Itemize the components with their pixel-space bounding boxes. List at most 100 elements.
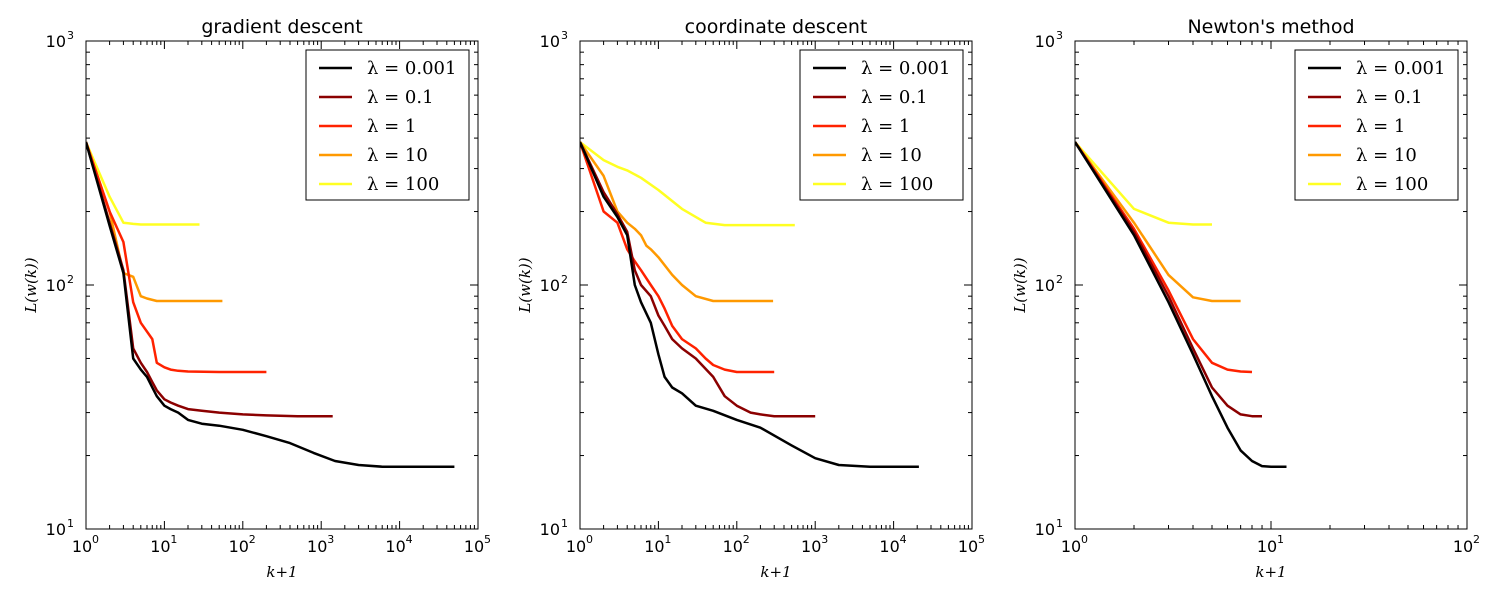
x-tick-exponent: 3: [821, 533, 828, 546]
legend-label: λ = 0.001: [367, 58, 456, 79]
x-tick-label: 10: [1453, 537, 1473, 556]
series-line-2: [580, 141, 816, 418]
x-tick-label: 10: [385, 537, 405, 556]
series-lines: [86, 141, 455, 468]
legend-label: λ = 0.001: [1356, 58, 1445, 79]
x-tick-label: 10: [723, 537, 743, 556]
x-tick-exponent: 1: [170, 533, 177, 546]
x-tick-label: 10: [801, 537, 821, 556]
series-lines: [580, 141, 919, 468]
y-tick-exponent: 2: [67, 273, 74, 286]
x-tick-exponent: 2: [743, 533, 750, 546]
series-line-4: [1075, 141, 1241, 303]
legend-label: λ = 1: [367, 116, 416, 137]
y-tick-label: 10: [540, 520, 560, 539]
y-axis-label: L(w(k)): [516, 257, 534, 313]
y-tick-exponent: 3: [67, 29, 74, 42]
x-axis-label: k+1: [760, 563, 791, 581]
y-tick-exponent: 3: [561, 29, 568, 42]
x-tick-exponent: 5: [978, 533, 985, 546]
x-tick-label: 10: [879, 537, 899, 556]
x-tick-exponent: 0: [1081, 533, 1088, 546]
y-tick-label: 10: [1035, 276, 1055, 295]
x-tick-exponent: 5: [484, 533, 491, 546]
series-line-1: [86, 141, 455, 468]
x-tick-exponent: 4: [900, 533, 907, 546]
series-line-2: [1075, 141, 1262, 418]
y-tick-label: 10: [46, 32, 66, 51]
legend-label: λ = 100: [1356, 174, 1428, 195]
y-tick-label: 10: [1035, 520, 1055, 539]
y-tick-exponent: 2: [1056, 273, 1063, 286]
series-line-5: [580, 141, 795, 227]
series-line-4: [580, 141, 774, 303]
legend: λ = 0.001 λ = 0.1 λ = 1 λ = 10 λ = 100: [799, 49, 964, 201]
y-tick-label: 10: [540, 32, 560, 51]
x-tick-label: 10: [566, 537, 586, 556]
legend-label: λ = 0.001: [861, 58, 950, 79]
x-tick-exponent: 0: [586, 533, 593, 546]
y-tick-exponent: 1: [67, 517, 74, 530]
y-tick-exponent: 1: [561, 517, 568, 530]
y-tick-label: 10: [540, 276, 560, 295]
axes-frame: [579, 40, 973, 530]
legend-label: λ = 0.1: [1356, 87, 1423, 108]
x-tick-label: 10: [1061, 537, 1081, 556]
y-tick-label: 10: [1035, 32, 1055, 51]
x-tick-label: 10: [1257, 537, 1277, 556]
x-axis-label: k+1: [1255, 563, 1286, 581]
axes-frame: [1074, 40, 1468, 530]
x-tick-exponent: 2: [1473, 533, 1480, 546]
x-tick-exponent: 1: [1277, 533, 1284, 546]
series-lines: [1075, 141, 1287, 468]
x-tick-label: 10: [150, 537, 170, 556]
x-tick-exponent: 2: [249, 533, 256, 546]
legend-label: λ = 0.1: [367, 87, 434, 108]
series-line-3: [1075, 141, 1253, 374]
x-tick-label: 10: [464, 537, 484, 556]
x-tick-label: 10: [72, 537, 92, 556]
y-tick-exponent: 1: [1056, 517, 1063, 530]
legend-label: λ = 10: [367, 145, 428, 166]
series-line-3: [580, 141, 775, 374]
legend-label: λ = 100: [861, 174, 933, 195]
axis-ticks: [1074, 41, 1467, 530]
y-tick-label: 10: [46, 520, 66, 539]
axes-frame: [85, 40, 479, 530]
series-line-5: [86, 141, 200, 226]
x-tick-exponent: 0: [92, 533, 99, 546]
series-line-1: [580, 141, 919, 468]
y-axis-label: L(w(k)): [1011, 257, 1029, 313]
chart-title: Newton's method: [1187, 16, 1354, 38]
legend: λ = 0.001 λ = 0.1 λ = 1 λ = 10 λ = 100: [1294, 49, 1459, 201]
legend-label: λ = 0.1: [861, 87, 928, 108]
x-tick-label: 10: [958, 537, 978, 556]
legend-label: λ = 1: [861, 116, 910, 137]
series-line-4: [86, 141, 223, 303]
y-axis-label: L(w(k)): [22, 257, 40, 313]
legend-label: λ = 1: [1356, 116, 1405, 137]
y-tick-label: 10: [46, 276, 66, 295]
series-line-1: [1075, 141, 1287, 468]
x-tick-exponent: 4: [406, 533, 413, 546]
series-line-5: [1075, 141, 1212, 226]
chart-title: coordinate descent: [685, 16, 868, 38]
x-tick-exponent: 1: [664, 533, 671, 546]
x-tick-exponent: 3: [327, 533, 334, 546]
y-tick-exponent: 2: [561, 273, 568, 286]
legend-label: λ = 10: [861, 145, 922, 166]
y-tick-exponent: 3: [1056, 29, 1063, 42]
axis-ticks: [85, 41, 478, 530]
chart-title: gradient descent: [201, 16, 362, 38]
x-tick-label: 10: [229, 537, 249, 556]
legend: λ = 0.001 λ = 0.1 λ = 1 λ = 10 λ = 100: [305, 49, 470, 201]
x-tick-label: 10: [307, 537, 327, 556]
series-line-3: [86, 141, 267, 374]
legend-label: λ = 10: [1356, 145, 1417, 166]
x-tick-label: 10: [644, 537, 664, 556]
x-axis-label: k+1: [266, 563, 297, 581]
